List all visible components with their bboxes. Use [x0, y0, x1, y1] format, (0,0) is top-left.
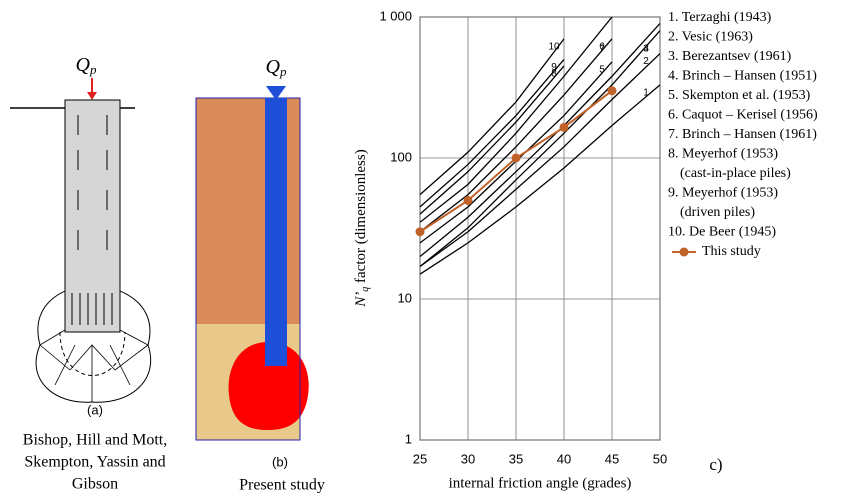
curve-label: 5 [599, 65, 605, 76]
series-marker [559, 122, 569, 132]
load-symbol: Q [76, 54, 91, 76]
slip-lines [39, 329, 149, 402]
caption-line: Gibson [72, 476, 118, 493]
load-subscript: p [89, 62, 97, 77]
plot-area [419, 16, 661, 441]
shear-arrows [71, 115, 113, 325]
series-line [420, 53, 660, 268]
legend-entry: 5. Skempton et al. (1953) [668, 88, 811, 103]
series-line [420, 17, 613, 223]
legend-entry: 10. De Beer (1945) [668, 225, 776, 240]
y-label-text: factor (dimensionless) [353, 149, 369, 286]
legend-marker [679, 247, 689, 257]
curve-label: 10 [548, 41, 560, 52]
load-arrow-head [266, 86, 286, 100]
series-line [420, 30, 660, 268]
y-label-symbol: N’ [353, 292, 369, 308]
x-tick-label: 30 [461, 451, 475, 466]
panel-label: (b) [272, 454, 288, 469]
series-line [420, 38, 613, 233]
caption-line: Skempton, Yassin and [24, 454, 165, 471]
pile [265, 98, 287, 366]
legend-entry: 9. Meyerhof (1953) [668, 186, 778, 201]
load-subscript: p [279, 64, 287, 79]
panel-b: Qp (b) Present study [195, 56, 325, 494]
x-tick-label: 35 [509, 451, 523, 466]
legend-entry: 2. Vesic (1963) [668, 30, 753, 45]
load-symbol: Q [266, 56, 281, 78]
legend-entry: 3. Berezantsev (1961) [668, 49, 792, 64]
failure-bulb [228, 342, 309, 430]
curve-label: 9 [551, 62, 557, 73]
dashed-zone [59, 331, 126, 376]
y-tick-label: 10 [398, 290, 412, 305]
pile [64, 99, 121, 333]
caption-line: Bishop, Hill and Mott, [23, 432, 167, 449]
series-line [420, 23, 660, 258]
legend-entry: 6. Caquot – Kerisel (1956) [668, 108, 818, 123]
x-tick-label: 50 [653, 451, 667, 466]
y-label-subscript: q [360, 287, 371, 292]
series-line [420, 84, 660, 275]
legend-entry: This study [702, 244, 761, 259]
load-label: Qp [266, 56, 287, 79]
load-label: Qp [76, 54, 97, 77]
y-tick-label: 1 000 [379, 8, 412, 23]
curve-label: 4 [643, 44, 649, 55]
legend-entry: 1. Terzaghi (1943) [668, 10, 772, 25]
curve-label: 7 [599, 44, 605, 55]
panel-a: Qp (a) Bishop, Hill and Mott, Skempton, … [10, 54, 167, 493]
curve-label: 8 [551, 69, 557, 80]
series-line [420, 65, 565, 215]
legend-note: (driven piles) [680, 205, 755, 220]
domain-border [195, 97, 301, 441]
curve-label: 3 [643, 44, 649, 55]
series-line [420, 38, 565, 196]
series-marker [463, 195, 473, 205]
curve-label: 1 [643, 88, 649, 99]
x-tick-label: 25 [413, 451, 427, 466]
series-marker [415, 227, 425, 237]
panel-label: (a) [87, 402, 103, 417]
caption: Present study [239, 477, 325, 494]
chart: N’q factor (dimensionless) internal fric… [353, 8, 818, 491]
y-axis-label: N’q factor (dimensionless) [353, 149, 371, 307]
y-tick-label: 100 [390, 149, 412, 164]
series-marker [607, 86, 617, 96]
legend-note: (cast-in-place piles) [680, 166, 791, 181]
y-tick-label: 1 [405, 431, 412, 446]
curve-label: 6 [599, 41, 605, 52]
x-tick-label: 40 [557, 451, 571, 466]
series-line [420, 59, 565, 208]
legend-entry: 7. Brinch – Hansen (1961) [668, 127, 817, 142]
load-arrow-head [87, 92, 97, 100]
x-axis-label: internal friction angle (grades) [449, 475, 632, 491]
x-tick-label: 45 [605, 451, 619, 466]
legend-entry: 4. Brinch – Hansen (1951) [668, 69, 817, 84]
curve-label: 2 [643, 56, 649, 67]
series-marker [511, 153, 521, 163]
legend-entry: 8. Meyerhof (1953) [668, 147, 778, 162]
panel-label: c) [709, 455, 722, 474]
